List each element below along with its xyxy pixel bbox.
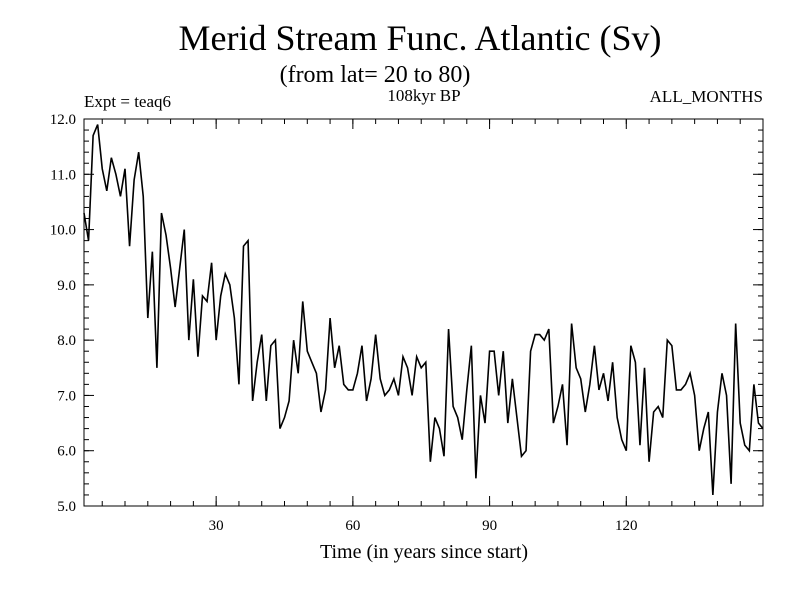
annotation-months: ALL_MONTHS: [650, 87, 763, 106]
series-layer: [83, 124, 764, 495]
y-tick-label: 5.0: [57, 499, 76, 515]
x-tick-label: 90: [482, 518, 497, 534]
x-tick-label: 120: [615, 518, 638, 534]
x-tick-label: 60: [345, 518, 360, 534]
series-line: [83, 124, 764, 495]
y-tick-label: 6.0: [57, 444, 76, 460]
y-tick-label: 8.0: [57, 333, 76, 349]
chart-subtitle: (from lat= 20 to 80): [280, 62, 471, 88]
x-tick-label: 30: [209, 518, 224, 534]
axis-ticks: 5.0 6.0 7.0 8.0 9.0 10.0 11.0 12.0 30 60 90 120: [50, 112, 764, 534]
annotation-experiment: Expt = teaq6: [84, 92, 171, 111]
y-tick-label: 11.0: [50, 167, 76, 183]
annotation-period: 108kyr BP: [387, 86, 460, 105]
y-tick-label: 12.0: [50, 112, 76, 128]
y-tick-label: 7.0: [57, 388, 76, 404]
plot-frame: [83, 118, 764, 507]
chart-title: Merid Stream Func. Atlantic (Sv): [179, 18, 662, 58]
x-axis-label: Time (in years since start): [320, 541, 528, 563]
y-tick-label: 9.0: [57, 278, 76, 294]
y-tick-label: 10.0: [50, 223, 76, 239]
